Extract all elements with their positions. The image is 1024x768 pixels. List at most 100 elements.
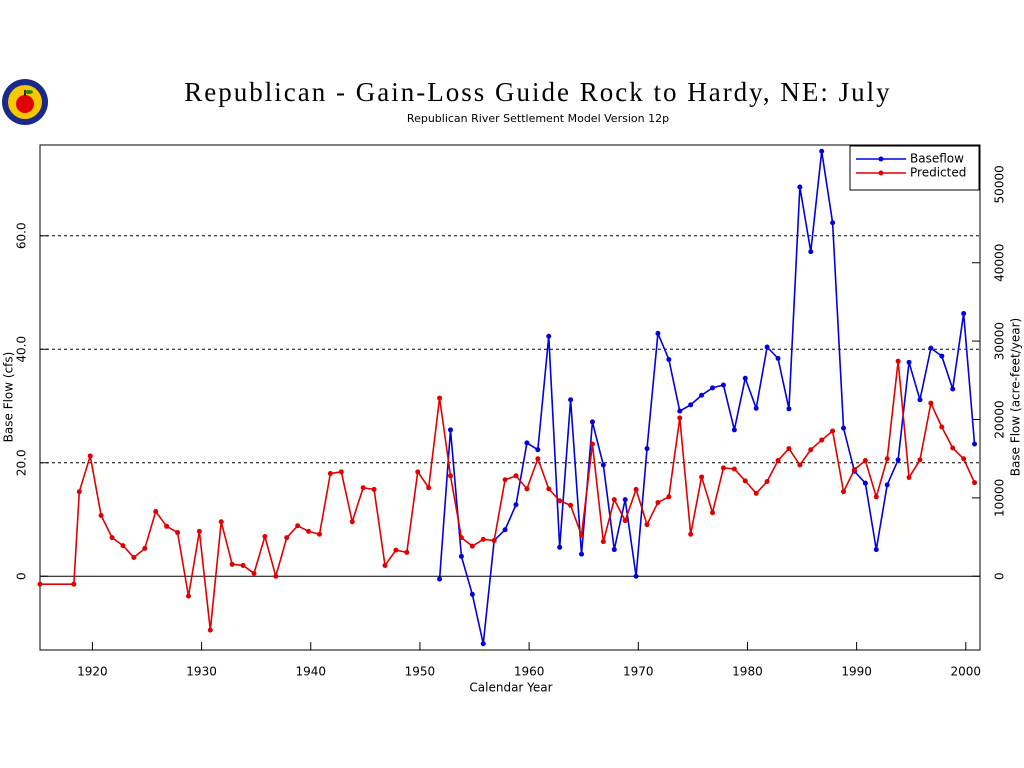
data-point <box>764 478 770 484</box>
data-point <box>469 543 475 549</box>
data-point <box>830 220 836 226</box>
data-point <box>851 467 857 473</box>
x-tick-label: 2000 <box>951 665 982 679</box>
legend-dot <box>878 156 884 162</box>
y-tick-label: 40.0 <box>15 336 29 363</box>
data-point <box>524 440 530 446</box>
data-point <box>371 486 377 492</box>
data-point <box>568 502 574 508</box>
data-point <box>207 627 213 633</box>
data-point <box>404 549 410 555</box>
data-point <box>306 528 312 534</box>
data-point <box>600 462 606 468</box>
data-point <box>611 547 617 553</box>
y-tick-label: 0 <box>15 572 29 580</box>
data-point <box>589 441 595 447</box>
data-point <box>972 480 978 486</box>
chart-subtitle: Republican River Settlement Model Versio… <box>407 112 669 125</box>
x-tick-label: 1980 <box>732 665 763 679</box>
data-point <box>579 532 585 538</box>
data-point <box>164 523 170 529</box>
data-point <box>950 445 956 451</box>
data-point <box>491 537 497 543</box>
data-point <box>775 355 781 361</box>
data-point <box>819 148 825 154</box>
y-tick-label: 20.0 <box>15 449 29 476</box>
data-point <box>98 513 104 519</box>
x-tick-label: 1970 <box>623 665 654 679</box>
data-point <box>480 641 486 647</box>
data-point <box>437 395 443 401</box>
data-point <box>928 345 934 351</box>
data-point <box>753 405 759 411</box>
data-point <box>382 562 388 568</box>
y2-axis-label: Base Flow (acre-feet/year) <box>1009 318 1023 476</box>
logo <box>2 79 48 125</box>
data-point <box>535 447 541 453</box>
data-point <box>731 466 737 472</box>
data-point <box>808 249 814 255</box>
data-point <box>797 184 803 190</box>
legend-box <box>849 145 980 191</box>
legend-dot <box>878 170 884 176</box>
data-point <box>546 486 552 492</box>
data-point <box>742 375 748 381</box>
data-point <box>568 397 574 403</box>
data-point <box>972 441 978 447</box>
data-point <box>338 469 344 475</box>
data-point <box>841 425 847 431</box>
data-point <box>688 402 694 408</box>
y2-tick-label: 10000 <box>993 479 1007 517</box>
data-point <box>884 456 890 462</box>
data-point <box>447 427 453 433</box>
data-point <box>720 382 726 388</box>
data-point <box>349 519 355 525</box>
data-point <box>37 581 43 587</box>
data-point <box>87 453 93 459</box>
data-point <box>142 545 148 551</box>
data-point <box>775 457 781 463</box>
data-point <box>862 480 868 486</box>
data-point <box>895 457 901 463</box>
data-point <box>906 475 912 481</box>
data-point <box>939 424 945 430</box>
data-point <box>731 427 737 433</box>
data-point <box>589 419 595 425</box>
data-point <box>830 428 836 434</box>
data-point <box>677 408 683 414</box>
data-point <box>633 573 639 579</box>
data-point <box>513 473 519 479</box>
data-point <box>415 469 421 475</box>
data-point <box>655 330 661 336</box>
series <box>437 148 978 647</box>
data-point <box>699 474 705 480</box>
data-point <box>862 457 868 463</box>
data-point <box>710 510 716 516</box>
data-point <box>218 519 224 525</box>
data-point <box>786 406 792 412</box>
data-point <box>644 446 650 452</box>
data-point <box>153 509 159 515</box>
data-point <box>710 385 716 391</box>
data-point <box>753 490 759 496</box>
y2-tick-label: 50000 <box>993 165 1007 203</box>
data-point <box>906 359 912 365</box>
x-tick-label: 1940 <box>295 665 326 679</box>
data-point <box>513 502 519 508</box>
y2-tick-label: 30000 <box>993 322 1007 360</box>
data-point <box>917 457 923 463</box>
data-point <box>437 576 443 582</box>
y-tick-label: 60.0 <box>15 222 29 249</box>
data-point <box>622 497 628 503</box>
data-point <box>633 486 639 492</box>
data-point <box>819 437 825 443</box>
data-point <box>76 489 82 495</box>
data-point <box>535 456 541 462</box>
data-point <box>841 489 847 495</box>
data-point <box>720 465 726 471</box>
data-point <box>131 555 137 561</box>
data-point <box>557 544 563 550</box>
y-axis-label: Base Flow (cfs) <box>2 352 16 443</box>
data-point <box>742 478 748 484</box>
